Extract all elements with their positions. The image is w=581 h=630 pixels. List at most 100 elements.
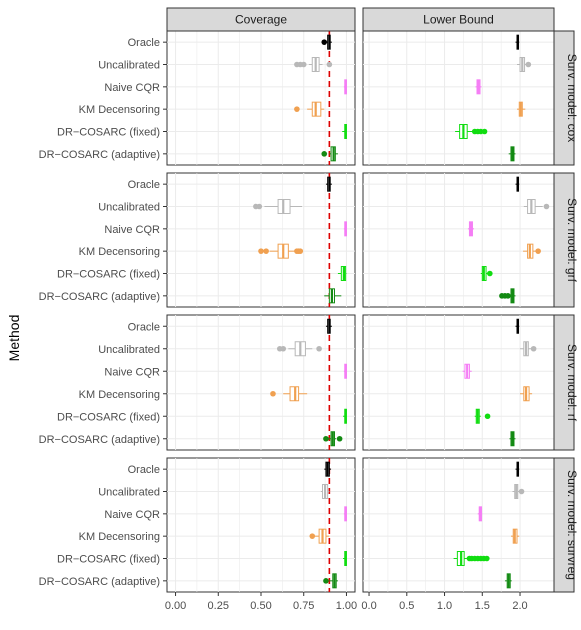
box-plot-mark [325, 318, 332, 334]
outlier-point [321, 151, 328, 157]
box-plot-mark [323, 573, 338, 589]
y-tick-label: KM Decensoring [79, 104, 160, 116]
strip-layer: Coverage Lower Bound Surv. model: cox Surv.… [166, 7, 579, 593]
y-tick-label: Uncalibrated [98, 487, 160, 499]
box-plot-mark [258, 243, 304, 259]
box-plot-mark [325, 176, 332, 192]
y-tick-label: Naive CQR [104, 82, 160, 94]
column-strip-label: Coverage [235, 13, 287, 27]
row-strip [553, 172, 575, 308]
box-plot-mark [343, 221, 347, 237]
y-tick-label: DR−COSARC (fixed) [57, 411, 160, 423]
box-plot-mark [324, 461, 332, 477]
y-tick-label: Naive CQR [104, 224, 160, 236]
outlier-point [297, 248, 304, 254]
box-plot-mark [475, 79, 482, 95]
column-strip [362, 7, 555, 32]
box-plot-mark [321, 146, 338, 162]
y-tick-label: DR−COSARC (adaptive) [39, 576, 160, 588]
y-tick-label: Oracle [128, 37, 160, 49]
x-tick-label: 1.0 [437, 600, 452, 612]
outlier-point [530, 345, 537, 352]
box-plot-mark [515, 318, 520, 334]
row-strip-label: Surv. model: rf [565, 344, 579, 422]
box-plot-mark [517, 101, 526, 117]
outlier-point [321, 39, 328, 45]
row-strip [553, 30, 575, 166]
y-tick-label: Uncalibrated [98, 202, 160, 214]
y-tick-label: Oracle [128, 179, 160, 191]
panel-background [362, 172, 555, 308]
box-plot-mark [474, 408, 491, 424]
y-tick-label: KM Decensoring [79, 531, 160, 543]
box-plot-mark [270, 386, 308, 402]
outlier-point [323, 578, 329, 584]
column-strip [166, 7, 356, 32]
box-plot-mark [515, 34, 520, 50]
x-tick-label: 1.5 [475, 600, 490, 612]
row-strip-label: Surv. model: survreg [565, 470, 579, 580]
y-tick-label: Naive CQR [104, 366, 160, 378]
x-tick-label: 1.00 [336, 600, 357, 612]
outlier-point [543, 203, 550, 210]
box-plot-mark [515, 176, 520, 192]
y-tick-label: DR−COSARC (fixed) [57, 269, 160, 281]
outlier-point [525, 61, 532, 68]
box-plot-mark [523, 199, 550, 214]
outlier-point [518, 488, 525, 495]
x-tick-label: 0.75 [293, 600, 314, 612]
box-plot-mark [343, 79, 347, 95]
box-plot-mark [294, 101, 325, 117]
box-plot-mark [343, 363, 347, 379]
box-plot-mark [517, 57, 532, 72]
box-plot-mark [343, 551, 347, 566]
y-tick-label: DR−COSARC (adaptive) [39, 149, 160, 161]
x-tick-label: 0.5 [399, 600, 414, 612]
outlier-point [300, 61, 307, 68]
outlier-point [256, 203, 263, 210]
box-plot-mark [499, 288, 516, 304]
outlier-point [481, 128, 488, 135]
row-strip [553, 314, 575, 451]
outlier-point [484, 413, 491, 420]
facet-panel [166, 172, 356, 308]
box-plot-mark [453, 551, 490, 566]
x-tick-label: 0.25 [208, 600, 229, 612]
outlier-point [294, 106, 300, 112]
y-tick-label: KM Decensoring [79, 246, 160, 258]
panel-background [362, 457, 555, 593]
box-plot-mark [320, 484, 330, 499]
facet-panel [362, 314, 555, 451]
y-tick-label: DR−COSARC (fixed) [57, 127, 160, 139]
facet-panel [362, 457, 555, 593]
y-tick-label: DR−COSARC (adaptive) [39, 291, 160, 303]
outlier-point [535, 248, 541, 254]
box-plot-mark [323, 431, 343, 447]
box-plot-mark [324, 288, 342, 304]
y-tick-label: Uncalibrated [98, 344, 160, 356]
outlier-point [326, 61, 333, 68]
box-plot-mark [510, 528, 520, 544]
box-plot-mark [467, 221, 474, 237]
y-tick-label: Oracle [128, 464, 160, 476]
column-strip-label: Lower Bound [423, 13, 494, 27]
box-plot-mark [343, 506, 347, 522]
box-plot-mark [504, 573, 512, 589]
outlier-point [323, 435, 329, 442]
box-plot-mark [520, 341, 537, 357]
y-tick-layer: Oracle Uncalibrated Naive CQR KM Decensorin… [39, 37, 167, 588]
box-plot-mark [520, 386, 533, 402]
facet-panel [166, 30, 356, 166]
box-plot-mark [253, 199, 303, 214]
outlier-point [505, 293, 511, 299]
y-tick-label: Oracle [128, 321, 160, 333]
outlier-point [487, 270, 493, 277]
row-strip-label: Surv. model: grf [565, 198, 579, 282]
facet-panel [166, 457, 356, 593]
box-plot-mark [480, 266, 493, 281]
panel-background [362, 314, 555, 451]
y-axis-title: Method [6, 315, 22, 362]
box-plot-mark [342, 124, 347, 139]
box-plot-mark [509, 431, 516, 447]
